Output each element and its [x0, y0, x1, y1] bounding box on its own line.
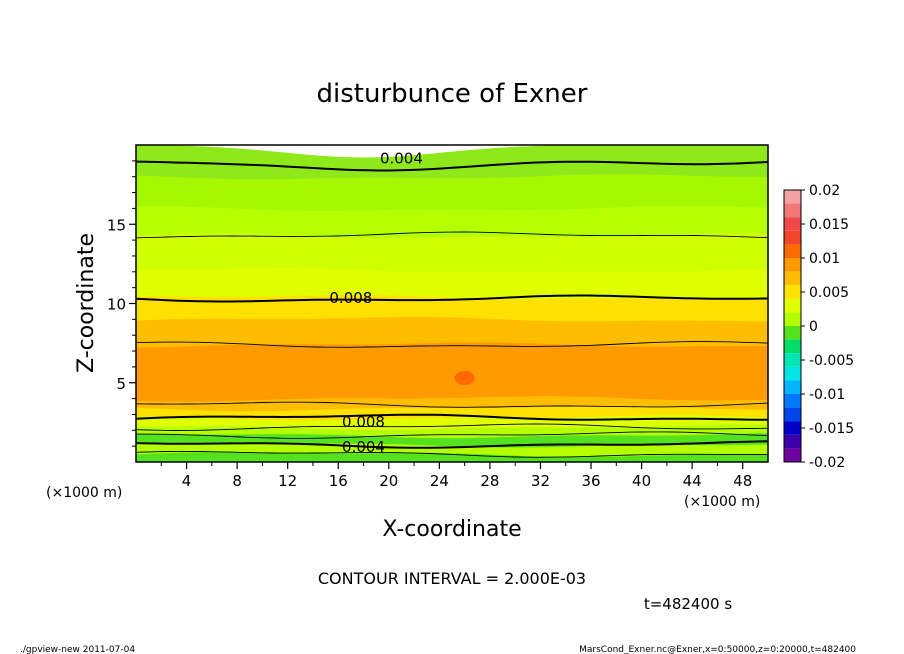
colorbar-swatch: [784, 366, 801, 381]
time-text: t=482400 s: [644, 595, 732, 613]
x-tick-label: 8: [232, 472, 242, 490]
contour-line: [135, 401, 769, 408]
x-axis-label: X-coordinate: [382, 517, 521, 542]
x-tick-label: 32: [531, 472, 550, 490]
colorbar-swatch: [784, 298, 801, 313]
y-axis-label: Z-coordinate: [74, 233, 99, 373]
colorbar-swatch: [784, 326, 801, 340]
contour-labels: 0.004 0.008 0.008 0.004: [329, 150, 423, 456]
contour-label: 0.004: [380, 150, 423, 168]
contour-band: [135, 341, 769, 402]
colorbar-swatch: [784, 190, 801, 204]
y-tick-label: 10: [107, 296, 126, 314]
contour-line: [135, 160, 769, 172]
contour-lines: [135, 160, 769, 458]
contour-band: [135, 144, 769, 180]
colorbar-swatch: [784, 258, 801, 272]
colorbar-tick-label: -0.02: [809, 455, 845, 471]
contour-line: [135, 341, 769, 348]
footer-left: ./gpview-new 2011-07-04: [20, 645, 135, 654]
colorbar-tick-label: -0.005: [809, 353, 854, 369]
x-tick-label: 12: [278, 472, 297, 490]
max-spot: [454, 370, 475, 385]
x-tick-label: 20: [379, 472, 398, 490]
x-tick-label: 36: [581, 472, 600, 490]
contour-label: 0.004: [342, 438, 385, 456]
contour-label: 0.008: [342, 413, 385, 431]
colorbar-swatch: [784, 380, 801, 394]
colorbar-swatch: [784, 394, 801, 408]
x-tick-label: 40: [632, 472, 651, 490]
x-unit-left: (×1000 m): [46, 485, 122, 501]
contour-band: [135, 205, 769, 238]
x-tick-label: 44: [683, 472, 702, 490]
x-tick-label: 28: [480, 472, 499, 490]
contour-line: [135, 231, 769, 239]
contour-line: [135, 450, 769, 458]
y-tick-label: 5: [116, 375, 126, 393]
colorbar-swatch: [784, 339, 801, 354]
colorbar-tick-label: 0.005: [809, 285, 849, 301]
colorbar-swatch: [784, 271, 801, 286]
contour-band: [135, 232, 769, 273]
plot-area: 0.004 0.008 0.008 0.004: [135, 144, 769, 463]
colorbar-swatch: [784, 217, 801, 231]
contour-band: [135, 267, 769, 300]
y-axis: 5 10 15: [107, 160, 136, 447]
x-tick-label: 48: [733, 472, 752, 490]
x-unit-right: (×1000 m): [684, 494, 760, 510]
contour-label: 0.008: [329, 289, 372, 307]
contour-fill-bands: [135, 144, 769, 463]
colorbar-tick-label: -0.015: [809, 421, 854, 437]
colorbar-swatch: [784, 407, 801, 422]
contour-line: [135, 423, 769, 431]
x-axis: 4 8 12 16 20 24 28 32 36 40 44 48: [160, 462, 752, 490]
colorbar-swatch: [784, 203, 801, 218]
chart-title: disturbunce of Exner: [317, 79, 588, 109]
x-tick-label: 4: [182, 472, 192, 490]
colorbar-tick-label: 0: [809, 319, 818, 335]
colorbar-swatch: [784, 448, 801, 462]
x-tick-label: 16: [329, 472, 348, 490]
colorbar-tick-label: 0.015: [809, 217, 849, 233]
colorbar-swatch: [784, 244, 801, 258]
x-tick-label: 24: [430, 472, 449, 490]
contour-band: [135, 173, 769, 211]
footer-right: MarsCond_Exner.nc@Exner,x=0:50000,z=0:20…: [579, 645, 856, 654]
contour-line: [135, 294, 769, 303]
colorbar-swatch: [784, 421, 801, 435]
colorbar-tick-label: 0.01: [809, 251, 840, 267]
colorbar-swatch: [784, 230, 801, 245]
y-tick-label: 15: [107, 216, 126, 234]
colorbar: 0.02 0.015 0.01 0.005 0 -0.005 -0.01 -0.015 -0.0…: [783, 183, 854, 471]
colorbar-swatch: [784, 353, 801, 367]
contour-line: [135, 440, 769, 449]
contour-line: [135, 413, 769, 421]
colorbar-tick-label: 0.02: [809, 183, 840, 199]
contour-interval-text: CONTOUR INTERVAL = 2.000E-03: [318, 569, 586, 588]
colorbar-tick-label: -0.01: [809, 387, 845, 403]
contour-line: [136, 431, 769, 439]
colorbar-swatch: [784, 285, 801, 299]
colorbar-swatch: [784, 434, 801, 449]
colorbar-swatch: [784, 312, 801, 326]
